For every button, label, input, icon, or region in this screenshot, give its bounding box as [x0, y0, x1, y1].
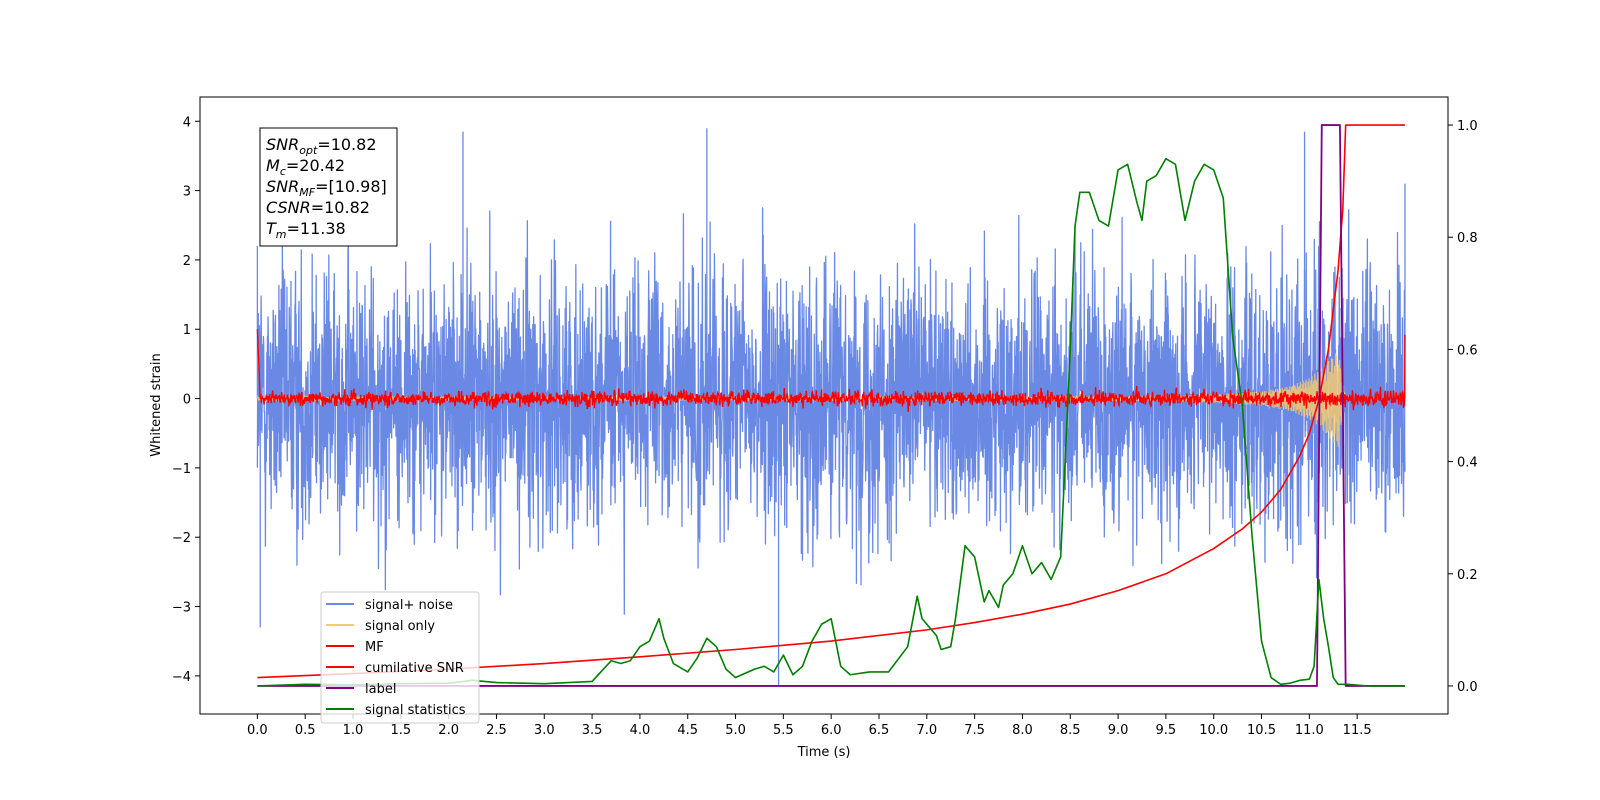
x-tick-label: 7.0 [916, 723, 937, 738]
x-tick-label: 11.5 [1343, 723, 1372, 738]
x-tick-label: 0.5 [295, 723, 316, 738]
legend-entry: signal+ noise [365, 598, 453, 613]
y-tick-label: 3 [183, 185, 191, 200]
x-tick-label: 11.0 [1295, 723, 1324, 738]
legend-entry: signal only [365, 619, 435, 634]
y-axis-left: −4 −3 −2 −1 0 1 2 3 4 [172, 115, 200, 685]
x-tick-label: 3.0 [534, 723, 555, 738]
x-tick-label: 6.5 [869, 723, 890, 738]
x-tick-label: 0.0 [247, 723, 268, 738]
x-tick-label: 8.5 [1060, 723, 1081, 738]
y2-tick-label: 0.4 [1457, 456, 1478, 471]
y2-tick-label: 0.2 [1457, 568, 1478, 583]
x-tick-label: 9.0 [1108, 723, 1129, 738]
x-tick-label: 1.0 [343, 723, 364, 738]
series-signal-noise [256, 207, 1406, 615]
x-tick-label: 5.5 [773, 723, 794, 738]
annotation-line: CSNR=10.82 [266, 198, 370, 217]
y-tick-label: −1 [172, 462, 191, 477]
annotation-line: SNRMF=[10.98] [266, 177, 387, 199]
x-tick-label: 5.0 [725, 723, 746, 738]
y2-tick-label: 0.0 [1457, 680, 1478, 695]
y-axis-right: 0.0 0.2 0.4 0.6 0.8 1.0 [1448, 119, 1478, 695]
series-signal-statistics [257, 157, 1405, 687]
annotation-box: SNRopt=10.82Mc=20.42SNRMF=[10.98]CSNR=10… [259, 127, 398, 247]
y2-tick-label: 0.6 [1457, 343, 1478, 358]
x-tick-label: 7.5 [964, 723, 985, 738]
y-tick-label: −2 [172, 531, 191, 546]
plot-frame [199, 96, 1449, 715]
y-tick-label: 0 [183, 393, 191, 408]
series-label [257, 124, 1405, 687]
y-axis-label: Whitened strain [149, 353, 164, 456]
x-tick-label: 9.5 [1156, 723, 1177, 738]
legend-entry: signal statistics [365, 703, 466, 718]
x-tick-label: 10.0 [1199, 723, 1228, 738]
legend-entry: label [365, 682, 396, 697]
x-tick-label: 4.5 [677, 723, 698, 738]
x-tick-label: 6.0 [821, 723, 842, 738]
annotation-line: SNRopt=10.82 [266, 135, 377, 157]
series-layer [256, 124, 1406, 687]
annotation-frame [259, 127, 398, 247]
x-tick-label: 2.5 [486, 723, 507, 738]
y2-tick-label: 1.0 [1457, 119, 1478, 134]
legend-entry: cumilative SNR [365, 661, 464, 676]
x-tick-label: 8.0 [1012, 723, 1033, 738]
annotation-line: Tm=11.38 [266, 219, 346, 241]
annotation-line: Mc=20.42 [266, 156, 345, 178]
x-tick-label: 3.5 [582, 723, 603, 738]
legend-entry: MF [365, 640, 384, 655]
x-tick-label: 10.5 [1247, 723, 1276, 738]
x-tick-label: 4.0 [630, 723, 651, 738]
y-tick-label: 2 [183, 254, 191, 269]
y-tick-label: 4 [183, 115, 191, 130]
y-tick-label: −3 [172, 601, 191, 616]
series-mf [256, 329, 1406, 412]
y-tick-label: 1 [183, 323, 191, 338]
x-tick-label: 1.5 [390, 723, 411, 738]
y-tick-label: −4 [172, 670, 191, 685]
legend-frame [320, 591, 480, 724]
y2-tick-label: 0.8 [1457, 231, 1478, 246]
legend: signal+ noise signal only MF cumilative SNR… [320, 591, 480, 724]
x-tick-label: 2.0 [438, 723, 459, 738]
x-axis-label: Time (s) [797, 745, 851, 760]
